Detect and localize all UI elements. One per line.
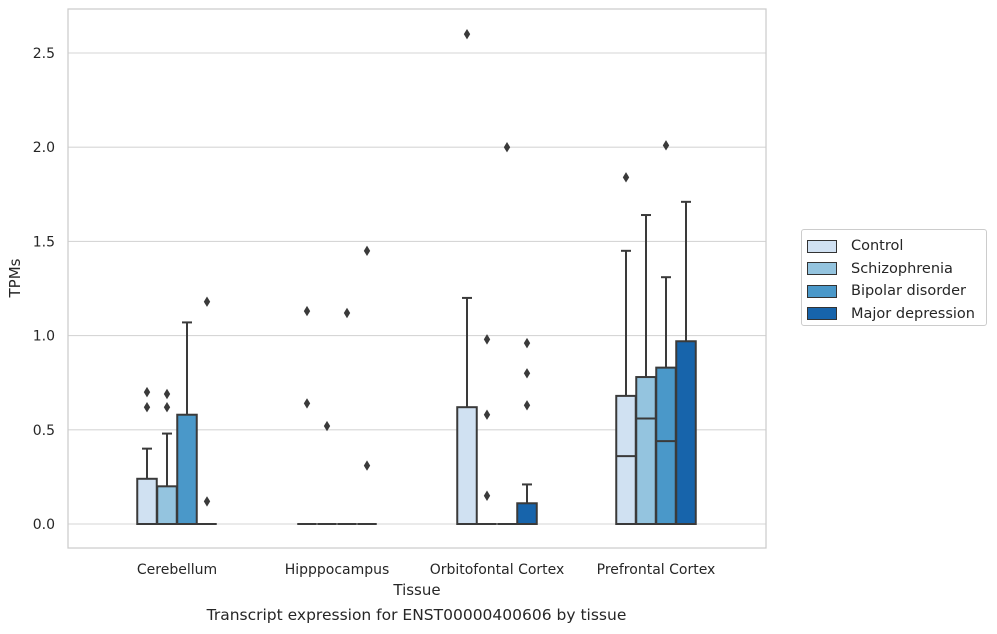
legend-label-control: Control [851,238,904,255]
outlier-point [163,388,171,400]
y-tick-label: 1.0 [33,329,55,345]
box-major-depression-orbitofontal-cortex [516,337,538,525]
box-bipolar-disorder-cerebellum [176,321,198,525]
box-major-depression-prefrontal-cortex [675,200,697,526]
y-tick-labels: 0.0 0.5 1.0 1.5 2.0 2.5 [33,46,55,533]
legend-item-major-depression: Major depression [807,303,986,326]
y-tick-label: 0.5 [33,423,55,439]
x-axis-label: Tissue [392,581,440,599]
legend-swatch-control [807,239,837,253]
outlier-point [622,172,630,183]
box-bipolar-disorder-orbitofontal-cortex [497,142,517,525]
x-tick-label: Cerebellum [137,562,217,578]
box-body [456,406,478,525]
y-tick-label: 0.0 [33,517,55,533]
y-tick-label: 2.5 [33,46,55,62]
box-body [156,485,178,526]
outlier-point [203,496,211,507]
outlier-point [483,490,491,501]
x-tick-label: Hipppocampus [285,562,390,578]
outlier-point [483,409,491,420]
legend-label-schizophrenia: Schizophrenia [851,260,953,277]
legend-item-control: Control [807,235,986,258]
x-tick-label: Orbitofontal Cortex [430,562,565,578]
outlier-point [143,386,151,398]
box-schizophrenia-cerebellum [156,388,178,526]
legend: Control Schizophrenia Bipolar disorder M… [801,229,987,326]
x-tick-labels: Cerebellum Hipppocampus Orbitofontal Corte… [137,562,715,578]
box-body [655,366,677,525]
box-bipolar-disorder-hipppocampus [337,307,357,525]
box-schizophrenia-hipppocampus [317,420,337,525]
legend-label-bipolar-disorder: Bipolar disorder [851,283,966,300]
outlier-point [363,460,371,471]
box-control-cerebellum [136,386,158,525]
outlier-point [143,401,151,413]
figure-caption: Transcript expression for ENST0000040060… [206,606,627,624]
outlier-point [303,305,311,317]
x-tick-label: Prefrontal Cortex [597,562,716,578]
box-bipolar-disorder-prefrontal-cortex [655,140,677,525]
legend-item-bipolar-disorder: Bipolar disorder [807,280,986,303]
y-tick-label: 2.0 [33,140,55,156]
box-body [176,413,198,525]
outlier-point [523,368,531,379]
outlier-point [463,28,471,40]
box-control-orbitofontal-cortex [456,28,478,525]
outlier-point [523,400,531,411]
outlier-point [363,245,371,257]
box-major-depression-hipppocampus [357,245,377,525]
outlier-point [483,334,491,345]
box-body [516,502,538,525]
legend-item-schizophrenia: Schizophrenia [807,258,986,281]
outlier-point [203,296,211,307]
plot-frame [67,8,767,549]
box-schizophrenia-prefrontal-cortex [635,214,657,525]
box-major-depression-cerebellum [197,296,217,525]
legend-swatch-bipolar-disorder [807,284,837,298]
box-body [675,340,697,526]
outlier-point [662,140,670,151]
legend-swatch-major-depression [807,307,837,321]
legend-label-major-depression: Major depression [851,305,975,322]
y-axis-label: TPMs [6,258,24,298]
outlier-point [523,337,531,349]
box-body [635,376,657,525]
box-body [615,394,637,525]
outlier-point [323,420,331,432]
outlier-point [503,142,511,153]
y-tick-label: 1.5 [33,234,55,250]
outlier-point [343,307,351,319]
outlier-point [163,401,171,413]
box-schizophrenia-orbitofontal-cortex [477,334,497,525]
legend-swatch-schizophrenia [807,262,837,276]
box-control-hipppocampus [297,305,317,525]
outlier-point [303,398,311,409]
box-plot-marks [136,28,697,526]
box-body [136,477,158,525]
box-control-prefrontal-cortex [615,172,637,525]
